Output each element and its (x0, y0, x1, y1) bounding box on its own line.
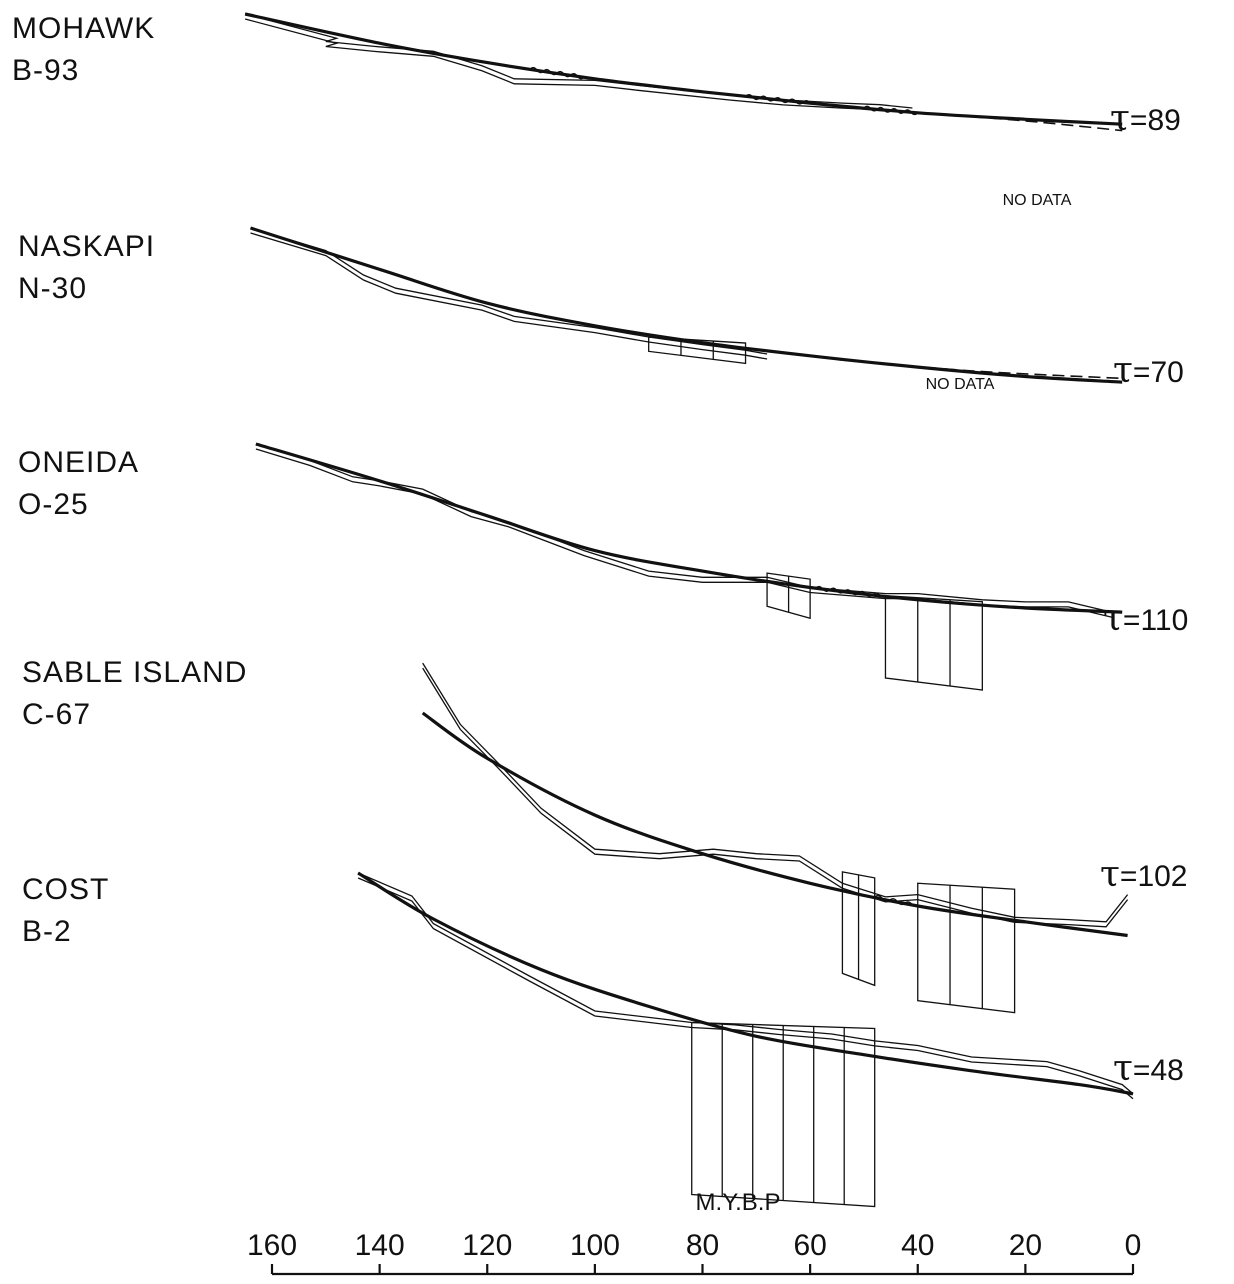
observed-subsidence (255, 443, 1112, 613)
observed-subsidence-lower (244, 18, 913, 114)
x-axis: 160 140 120 100 80 60 40 20 0 (247, 1229, 1142, 1276)
well-id: O-25 (18, 488, 89, 521)
x-tick-label: 100 (570, 1229, 620, 1262)
tau-label: τ=89 (1110, 98, 1181, 139)
x-tick-label: 140 (355, 1229, 405, 1262)
tau-label: τ=70 (1113, 350, 1184, 391)
well-id: C-67 (22, 698, 91, 731)
well-id: B-2 (22, 915, 72, 948)
panel-naskapi: NASKAPI N-30 τ=70 NO DATA (18, 226, 1184, 393)
panel-oneida: ONEIDA O-25 τ=110 (18, 442, 1188, 691)
unconformity (745, 94, 811, 105)
theoretical-curve (255, 442, 1123, 614)
tau-label: τ=110 (1103, 598, 1188, 639)
x-axis-title: M.Y.B.P (696, 1189, 781, 1216)
well-id: B-93 (12, 54, 79, 87)
well-name: NASKAPI (18, 230, 155, 263)
theoretical-curve (250, 226, 1123, 384)
well-name: ONEIDA (18, 446, 139, 479)
sediment-box (766, 572, 811, 620)
well-name: COST (22, 873, 109, 906)
observed-subsidence-lower (357, 877, 1134, 1100)
observed-subsidence (422, 662, 1129, 923)
panel-cost: COST B-2 τ=48 (22, 871, 1184, 1208)
sediment-box (841, 871, 876, 987)
x-tick-label: 80 (686, 1229, 719, 1262)
sediment-box (884, 595, 983, 691)
x-tick-label: 60 (793, 1229, 826, 1262)
theoretical-curve (244, 12, 1123, 126)
x-tick-label: 160 (247, 1229, 297, 1262)
observed-subsidence (250, 227, 768, 355)
observed-subsidence (244, 13, 913, 109)
observed-subsidence-lower (250, 232, 768, 360)
no-data-label: NO DATA (926, 376, 995, 393)
x-tick-label: 40 (901, 1229, 934, 1262)
x-tick-label: 20 (1009, 1229, 1042, 1262)
well-panels: MOHAWK B-93 τ=89 NO DATA NASKAPI N-30 τ=70 NO D… (12, 12, 1188, 1208)
observed-subsidence-lower (422, 667, 1129, 928)
well-name: MOHAWK (12, 12, 155, 45)
panel-sable-island: SABLE ISLAND C-67 τ=102 (22, 656, 1188, 1014)
well-name: SABLE ISLAND (22, 656, 247, 689)
theoretical-curve (421, 711, 1128, 938)
tau-label: τ=102 (1100, 854, 1188, 895)
no-data-label: NO DATA (1003, 192, 1072, 209)
theoretical-curve (357, 871, 1134, 1096)
panel-mohawk: MOHAWK B-93 τ=89 NO DATA (12, 12, 1181, 209)
x-tick-label: 120 (462, 1229, 512, 1262)
well-id: N-30 (18, 272, 87, 305)
x-tick-label: 0 (1125, 1229, 1142, 1262)
observed-subsidence (357, 872, 1134, 1095)
observed-subsidence-lower (255, 448, 1112, 618)
tau-label: τ=48 (1113, 1048, 1184, 1089)
